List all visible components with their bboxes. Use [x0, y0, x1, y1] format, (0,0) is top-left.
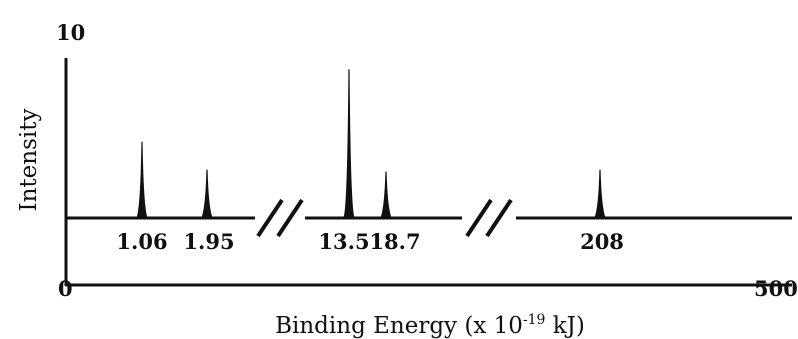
- x-axis-title: Binding Energy (x 10-19 kJ): [275, 312, 585, 339]
- peak-13.5: [343, 69, 355, 219]
- peak-1.06: [136, 141, 148, 219]
- x-axis-title-main: Binding Energy (x 10: [275, 313, 523, 339]
- peak-label-208: 208: [580, 229, 624, 254]
- peak-label-1.06: 1.06: [116, 229, 167, 254]
- x-axis-title-exponent: -19: [523, 312, 546, 328]
- peak-208: [594, 169, 606, 219]
- axis-break-1: [255, 198, 305, 238]
- y-tick-max: 10: [56, 20, 85, 45]
- peak-18.7: [380, 171, 392, 219]
- peak-label-1.95: 1.95: [183, 229, 234, 254]
- x-tick-min: 0: [58, 276, 73, 301]
- peak-1.95: [201, 169, 213, 219]
- x-tick-max: 500: [754, 276, 798, 301]
- peaks-group: 1.06 1.95 13.5 18.7 208: [116, 69, 624, 254]
- peak-label-13.5: 13.5: [318, 229, 369, 254]
- x-axis-title-unit: kJ): [545, 313, 584, 339]
- y-axis-title: Intensity: [16, 109, 42, 212]
- peak-label-18.7: 18.7: [369, 229, 420, 254]
- axis-break-2: [462, 198, 516, 238]
